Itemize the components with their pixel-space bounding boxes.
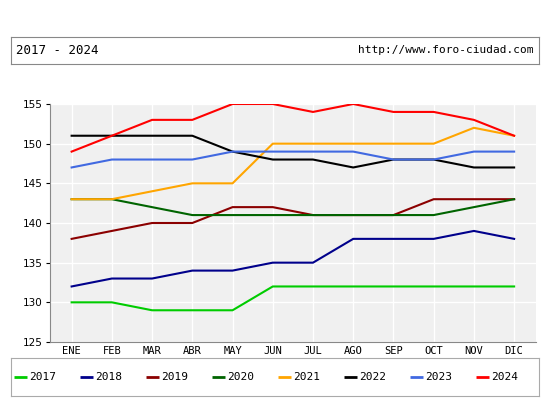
Text: 2024: 2024 xyxy=(492,372,519,382)
Text: 2021: 2021 xyxy=(294,372,321,382)
Text: 2023: 2023 xyxy=(426,372,453,382)
Text: 2018: 2018 xyxy=(96,372,123,382)
Text: Evolucion num de emigrantes en Calanda: Evolucion num de emigrantes en Calanda xyxy=(102,10,448,24)
Text: 2022: 2022 xyxy=(360,372,387,382)
Text: 2017 - 2024: 2017 - 2024 xyxy=(16,44,99,57)
Text: http://www.foro-ciudad.com: http://www.foro-ciudad.com xyxy=(358,45,534,55)
Text: 2020: 2020 xyxy=(228,372,255,382)
Text: 2017: 2017 xyxy=(30,372,57,382)
Text: 2019: 2019 xyxy=(162,372,189,382)
